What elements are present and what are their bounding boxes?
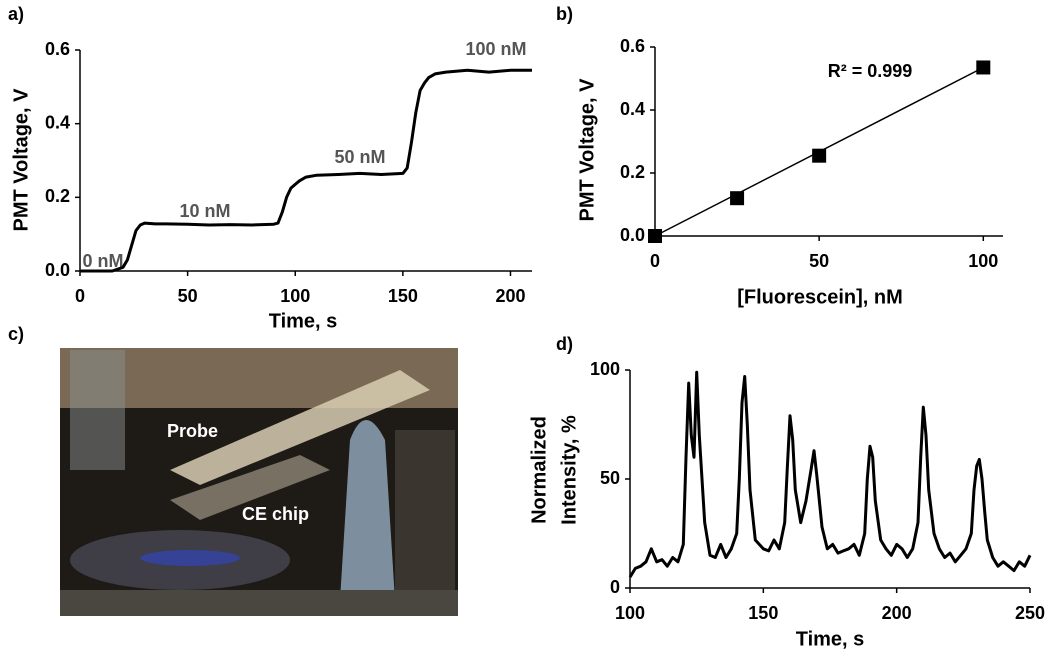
- x-axis-label: [Fluorescein], nM: [737, 286, 903, 308]
- y-tick-label: 0.0: [620, 225, 645, 245]
- y-tick-label: 0.0: [45, 260, 70, 280]
- data-line: [80, 68, 532, 273]
- photo-chip: [170, 455, 330, 520]
- y-tick-label: 0: [610, 577, 620, 597]
- photo-annotation: Probe: [167, 421, 218, 441]
- photo-connector: [340, 420, 395, 600]
- x-tick-label: 200: [495, 286, 525, 306]
- y-axis-label: PMT Voltage, V: [576, 78, 598, 222]
- y-tick-label: 0.6: [45, 39, 70, 59]
- data-line: [628, 370, 1032, 578]
- photo-glow: [140, 550, 240, 566]
- data-point: [812, 148, 827, 163]
- photo-clamp: [395, 430, 455, 616]
- x-tick-label: 150: [748, 603, 778, 623]
- y-tick-label: 0.4: [45, 112, 70, 132]
- data-point: [648, 229, 662, 243]
- data-point: [730, 191, 745, 206]
- x-tick-label: 0: [75, 286, 85, 306]
- photo-annotation: CE chip: [242, 504, 309, 524]
- annotation: 0 nM: [82, 251, 123, 271]
- panel-label: b): [556, 4, 573, 24]
- annotation: 10 nM: [179, 201, 230, 221]
- chart-panel: d) 100 150 200 250 0 50 100 Time, s Normalized Int…: [528, 334, 1045, 651]
- photo-panel: c) Probe CE chip: [8, 324, 458, 616]
- x-tick-label: 250: [1015, 603, 1045, 623]
- y-tick-label: 0.2: [45, 186, 70, 206]
- y-tick-label: 50: [600, 468, 620, 488]
- y-tick-label: 100: [590, 359, 620, 379]
- x-tick-label: 100: [280, 286, 310, 306]
- y-tick-label: 0.2: [620, 162, 645, 182]
- x-axis-label: Time, s: [796, 628, 865, 650]
- y-tick-label: 0.4: [620, 99, 645, 119]
- y-tick-label: 0.6: [620, 36, 645, 56]
- chart-panel: a) 0 50 100 150 200 0.0 0.2 0.4 0.6 Time, s PMT Vol…: [8, 4, 532, 332]
- x-tick-label: 50: [178, 286, 198, 306]
- y-axis-label: PMT Voltage, V: [10, 88, 32, 232]
- photo-probe: [170, 370, 430, 485]
- x-tick-label: 0: [650, 251, 660, 271]
- x-tick-label: 150: [388, 286, 418, 306]
- y-axis-label: Normalized: [528, 416, 550, 524]
- panel-label: c): [8, 324, 24, 344]
- photo-base: [60, 590, 458, 616]
- data-point: [976, 60, 991, 75]
- panel-label: d): [556, 334, 573, 354]
- y-axis-label: Intensity, %: [558, 415, 580, 525]
- annotation: 100 nM: [465, 39, 526, 59]
- x-tick-label: 100: [968, 251, 998, 271]
- annotation: R² = 0.999: [828, 61, 913, 81]
- chart-panel: b) 0 50 100 0.0 0.2 0.4 0.6 [Fluorescein], nM PMT…: [556, 4, 1003, 308]
- panel-label: a): [8, 4, 24, 24]
- x-tick-label: 200: [882, 603, 912, 623]
- photo-vial: [70, 350, 125, 470]
- x-axis-label: Time, s: [269, 310, 338, 332]
- annotation: 50 nM: [334, 147, 385, 167]
- x-tick-label: 100: [615, 603, 645, 623]
- x-tick-label: 50: [809, 251, 829, 271]
